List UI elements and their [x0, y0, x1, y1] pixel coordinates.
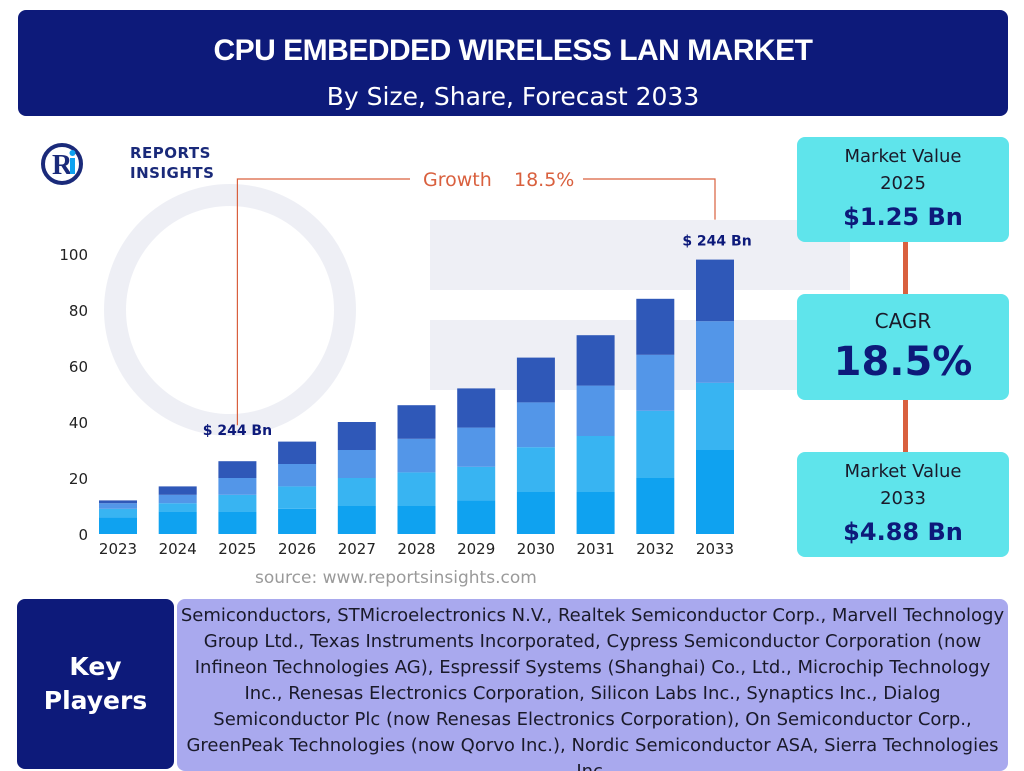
bar-segment-2023-s3 — [99, 503, 137, 509]
logo-mark-icon: R — [41, 143, 83, 185]
bar-segment-2025-s3 — [218, 478, 257, 495]
bar-segment-2028-s4 — [397, 405, 436, 439]
y-tick-label: 80 — [69, 302, 88, 320]
svg-text:R: R — [52, 150, 73, 181]
source-note: source: www.reportsinsights.com — [255, 568, 537, 588]
growth-line-right — [583, 178, 716, 220]
growth-value: 18.5% — [514, 169, 574, 191]
bar-segment-2024-s4 — [158, 486, 197, 495]
x-tick-label: 2023 — [99, 540, 137, 558]
header-banner: CPU EMBEDDED WIRELESS LAN MARKET By Size… — [18, 10, 1008, 116]
x-tick-label: 2030 — [517, 540, 555, 558]
bar-segment-2030-s2 — [516, 447, 555, 492]
logo-text-line1: REPORTS — [130, 144, 211, 162]
page-subtitle: By Size, Share, Forecast 2033 — [326, 82, 700, 111]
key-players-label-line1: Key — [69, 652, 122, 681]
bar-segment-2025-s4 — [218, 461, 257, 478]
key-players-label: Key Players — [17, 599, 174, 769]
logo-text-line2: INSIGHTS — [130, 164, 215, 182]
reports-insights-logo: R REPORTS INSIGHTS — [40, 142, 214, 186]
bar-segment-2026-s2 — [278, 486, 317, 509]
card-label: CAGR — [874, 309, 932, 333]
bar-segment-2029-s4 — [457, 388, 496, 428]
page-title: CPU EMBEDDED WIRELESS LAN MARKET — [213, 34, 813, 67]
bar-segment-2033-s3 — [696, 321, 734, 383]
growth-line-left — [236, 178, 410, 426]
market-value-2033: $4.88 Bn — [843, 518, 963, 546]
bar-segment-2027-s4 — [337, 422, 376, 450]
x-tick-label: 2028 — [397, 540, 435, 558]
card-year: 2025 — [880, 173, 926, 194]
bar-segment-2025-s1 — [218, 511, 257, 534]
stacked-bar-chart: 0 20 40 60 80 100 2023 2024 2025 2026 2027 2028 2029… — [59, 169, 751, 558]
bar-segment-2030-s3 — [516, 402, 555, 448]
bar-segment-2031-s1 — [576, 492, 615, 534]
bar-segment-2029-s3 — [457, 427, 496, 467]
key-players-label-line2: Players — [43, 686, 148, 715]
y-tick-label: 0 — [78, 526, 88, 544]
bar-segment-2024-s3 — [158, 494, 197, 504]
bar-segment-2028-s1 — [397, 506, 436, 534]
card-label: Market Value — [844, 146, 962, 167]
x-tick-label: 2031 — [577, 540, 615, 558]
bar-segment-2028-s3 — [397, 438, 436, 473]
x-tick-label: 2027 — [338, 540, 376, 558]
growth-label: Growth — [423, 169, 492, 191]
bar-segment-2030-s1 — [516, 492, 555, 534]
bar-segment-2033-s1 — [696, 450, 734, 534]
bar-segment-2033-s4 — [696, 259, 734, 322]
key-players-text: Qualcomm Technologies, Broadcom Inc., In… — [180, 599, 1005, 771]
bar-segment-2028-s2 — [397, 472, 436, 506]
bar-segment-2027-s1 — [337, 506, 376, 534]
bar-segment-2023-s1 — [99, 517, 137, 534]
bar-segment-2029-s1 — [457, 500, 496, 534]
card-label: Market Value — [844, 461, 962, 482]
bar-segment-2032-s4 — [636, 298, 675, 355]
value-label-2025: $ 244 Bn — [203, 423, 272, 439]
bar-segment-2023-s4 — [99, 500, 137, 504]
bar-segment-2033-s2 — [696, 382, 734, 450]
x-tick-label: 2033 — [696, 540, 734, 558]
x-tick-label: 2029 — [457, 540, 495, 558]
card-connector — [903, 242, 908, 294]
bar-segment-2026-s1 — [278, 508, 317, 534]
card-connector — [903, 400, 908, 452]
y-tick-label: 40 — [69, 414, 88, 432]
bar-segment-2029-s2 — [457, 466, 496, 501]
bar-segment-2031-s2 — [576, 436, 615, 492]
value-label-2033: $ 244 Bn — [682, 234, 751, 250]
bar-segment-2030-s4 — [516, 357, 555, 403]
bar-segment-2023-s2 — [99, 508, 137, 518]
bar-segment-2032-s1 — [636, 478, 675, 534]
bar-segment-2031-s4 — [576, 335, 615, 386]
bar-segment-2031-s3 — [576, 385, 615, 436]
y-tick-label: 60 — [69, 358, 88, 376]
bar-segment-2025-s2 — [218, 494, 257, 512]
y-tick-label: 100 — [59, 246, 88, 264]
bar-segment-2024-s2 — [158, 503, 197, 512]
bar-segment-2032-s2 — [636, 410, 675, 478]
cagr-value: 18.5% — [833, 339, 973, 385]
y-tick-label: 20 — [69, 470, 88, 488]
x-tick-label: 2024 — [159, 540, 197, 558]
bar-segment-2026-s3 — [278, 464, 317, 487]
bar-segment-2026-s4 — [278, 441, 317, 464]
market-value-2025-card: Market Value 2025 $1.25 Bn — [797, 137, 1009, 242]
bar-segment-2027-s2 — [337, 478, 376, 506]
x-tick-label: 2032 — [636, 540, 674, 558]
bar-segment-2032-s3 — [636, 354, 675, 411]
bar-segment-2027-s3 — [337, 450, 376, 478]
cagr-card: CAGR 18.5% — [797, 294, 1009, 400]
market-value-2025: $1.25 Bn — [843, 203, 963, 231]
market-value-2033-card: Market Value 2033 $4.88 Bn — [797, 452, 1009, 557]
card-year: 2033 — [880, 488, 926, 509]
key-players-box: Qualcomm Technologies, Broadcom Inc., In… — [177, 599, 1008, 771]
x-tick-label: 2026 — [278, 540, 316, 558]
bar-segment-2024-s1 — [158, 511, 197, 534]
x-tick-label: 2025 — [218, 540, 256, 558]
